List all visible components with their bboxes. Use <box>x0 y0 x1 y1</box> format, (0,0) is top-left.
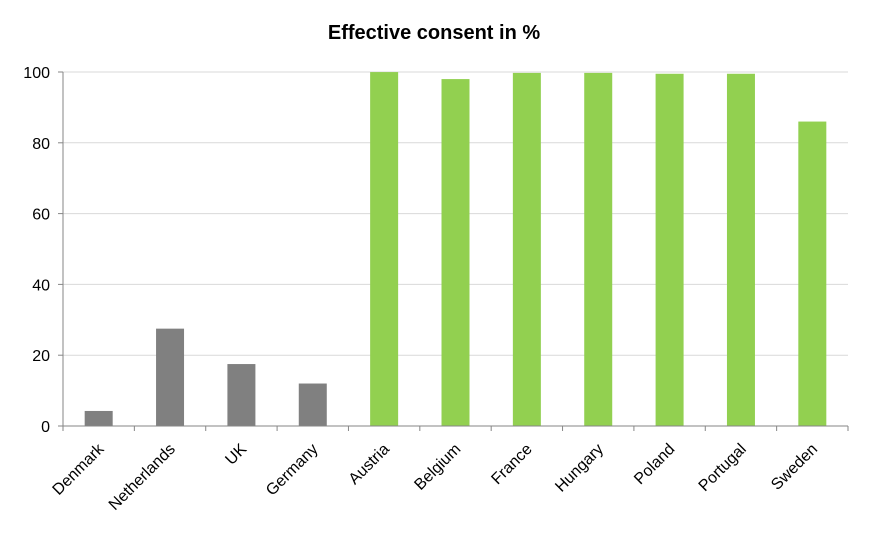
x-tick-label: UK <box>222 441 250 469</box>
x-tick-label: Denmark <box>50 440 109 499</box>
x-tick-label: Sweden <box>768 441 821 494</box>
x-tick-label: Hungary <box>552 441 607 496</box>
bar-uk <box>227 364 256 426</box>
bar-netherlands <box>156 328 185 426</box>
x-tick-label: France <box>488 441 535 488</box>
bar-germany <box>298 383 327 426</box>
y-tick-labels: 0 20 40 60 80 100 <box>23 65 50 436</box>
bar-hungary <box>584 72 613 426</box>
chart-title: Effective consent in % <box>328 22 540 44</box>
axes <box>62 72 849 431</box>
bar-portugal <box>726 73 755 427</box>
y-tick-label: 20 <box>32 348 50 365</box>
x-tick-label: Poland <box>631 441 678 488</box>
bar-france <box>512 72 541 426</box>
y-tick-label: 40 <box>32 277 50 294</box>
x-tick-label: Belgium <box>411 441 464 494</box>
y-tick-label: 100 <box>23 65 50 82</box>
bar-denmark <box>84 410 113 426</box>
y-tick-label: 0 <box>41 419 50 436</box>
x-tick-label: Austria <box>346 441 393 488</box>
bar-austria <box>370 72 399 426</box>
bar-sweden <box>798 121 827 426</box>
x-tick-label: Netherlands <box>106 441 179 514</box>
bar-belgium <box>441 79 470 426</box>
x-tick-label: Germany <box>263 441 322 500</box>
bar-poland <box>655 73 684 427</box>
y-tick-label: 60 <box>32 207 50 224</box>
y-tick-label: 80 <box>32 136 50 153</box>
bars <box>84 72 827 427</box>
x-tick-label: Portugal <box>696 441 750 495</box>
